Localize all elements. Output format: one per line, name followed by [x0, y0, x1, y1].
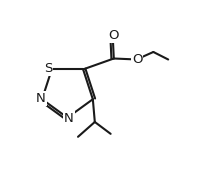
Text: N: N: [64, 112, 74, 125]
Text: O: O: [132, 53, 142, 66]
Text: S: S: [44, 62, 52, 75]
Text: O: O: [108, 29, 119, 42]
Text: N: N: [36, 92, 46, 105]
